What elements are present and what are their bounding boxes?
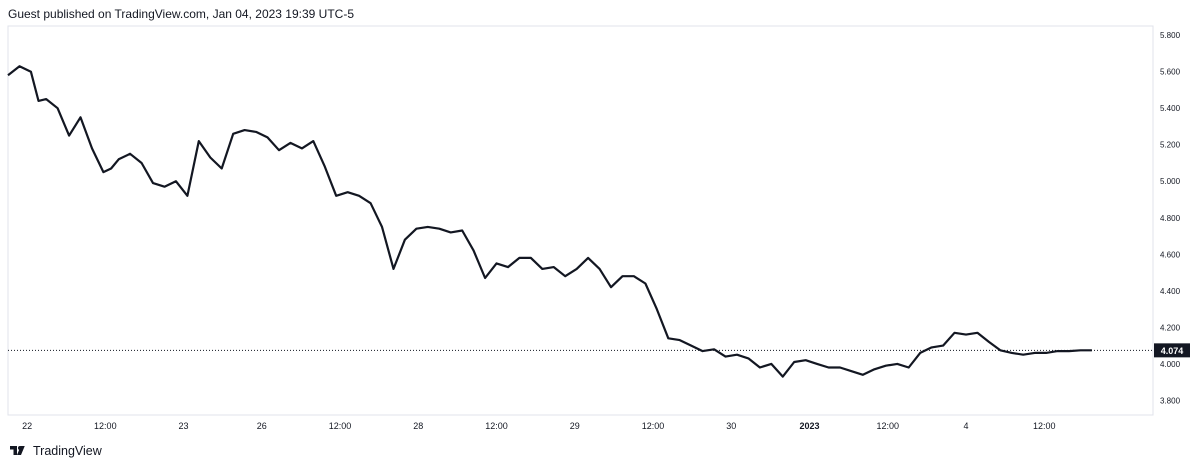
x-tick-label: 12:00 (642, 421, 665, 431)
last-price-badge (1154, 343, 1190, 358)
y-tick-label: 4.200 (1160, 323, 1181, 332)
x-tick-label: 12:00 (329, 421, 352, 431)
publish-info: Guest published on TradingView.com, Jan … (8, 7, 354, 21)
y-tick-label: 5.000 (1160, 177, 1181, 186)
x-tick-label: 12:00 (485, 421, 508, 431)
footer-brand-label: TradingView (33, 444, 102, 458)
y-tick-label: 4.400 (1160, 287, 1181, 296)
y-tick-label: 4.800 (1160, 214, 1181, 223)
y-tick-label: 5.600 (1160, 68, 1181, 77)
x-tick-label: 26 (257, 421, 267, 431)
x-tick-label: 4 (963, 421, 968, 431)
y-tick-label: 3.800 (1160, 396, 1181, 405)
x-tick-label: 30 (726, 421, 736, 431)
x-tick-label: 2023 (799, 421, 819, 431)
last-price-label: 4.074 (1161, 346, 1184, 356)
x-tick-label: 12:00 (876, 421, 899, 431)
y-tick-label: 5.800 (1160, 31, 1181, 40)
x-tick-label: 29 (570, 421, 580, 431)
plot-frame (7, 25, 1154, 416)
y-tick-label: 5.200 (1160, 141, 1181, 150)
tradingview-logo-icon (10, 446, 25, 455)
y-tick-label: 5.400 (1160, 104, 1181, 113)
footer-brand[interactable]: TradingView (9, 444, 102, 458)
y-tick-label: 4.600 (1160, 250, 1181, 259)
x-tick-label: 23 (179, 421, 189, 431)
y-tick-label: 4.000 (1160, 360, 1181, 369)
x-tick-label: 22 (22, 421, 32, 431)
price-series-line (7, 65, 1092, 378)
x-tick-label: 12:00 (1033, 421, 1056, 431)
x-tick-label: 28 (413, 421, 423, 431)
x-tick-label: 12:00 (94, 421, 117, 431)
